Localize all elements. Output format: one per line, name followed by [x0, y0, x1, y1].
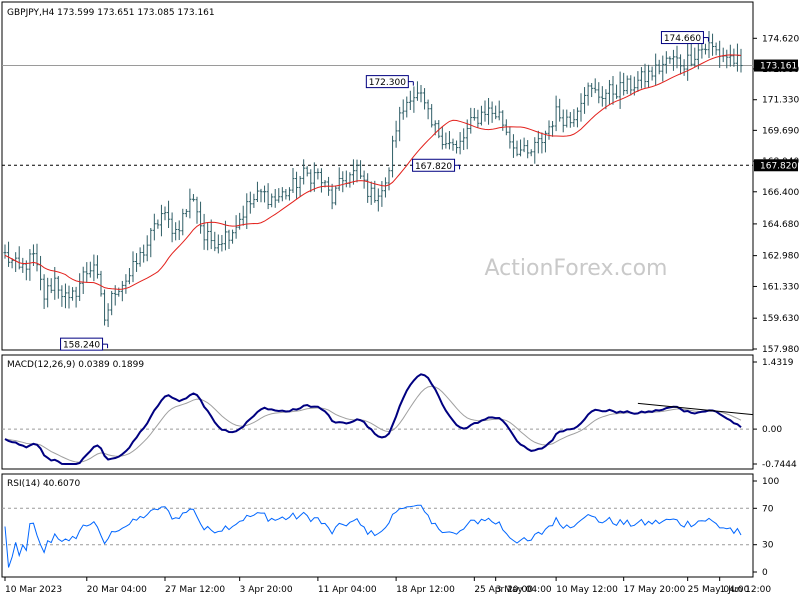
price-tick-label: 174.620 [762, 34, 799, 44]
price-bars [3, 31, 743, 328]
level-label: 167.820 [760, 161, 797, 171]
time-axis: 10 Mar 2023 20 Mar 04:00 27 Mar 12:00 3 Apr… [4, 577, 772, 595]
price-tick-label: 162.980 [762, 252, 799, 262]
rsi-tick-label: 0 [762, 568, 768, 578]
price-tick-label: 161.330 [762, 282, 799, 292]
time-tick-label: 18 Apr 12:00 [396, 585, 455, 595]
price-tick-label: 159.630 [762, 314, 799, 324]
price-panel-frame [1, 1, 754, 351]
price-annotations: 174.660 172.300 167.820 158.240 [60, 31, 709, 351]
time-tick-label: 25 Apr 20:00 [474, 585, 533, 595]
price-tick-label: 166.400 [762, 188, 799, 198]
time-tick-label: 17 May 20:00 [624, 585, 686, 595]
price-header: GBPJPY,H4 173.599 173.651 173.085 173.16… [7, 8, 215, 18]
macd-trendline [637, 402, 754, 416]
price-level-lines: 173.161 167.820 [2, 59, 798, 172]
macd-panel-frame [1, 354, 754, 470]
time-tick-label: 11 Apr 04:00 [318, 585, 377, 595]
time-tick-label: 10 May 12:00 [556, 585, 618, 595]
rsi-tick-label: 100 [762, 477, 779, 487]
rsi-line [4, 504, 742, 568]
annotation-label: 158.240 [63, 341, 100, 351]
annotation-label: 174.660 [664, 34, 701, 44]
time-tick-label: 3 Apr 20:00 [240, 585, 293, 595]
macd-header: MACD(12,26,9) 0.0389 0.1899 [7, 360, 144, 370]
price-tick-label: 164.680 [762, 220, 799, 230]
annotation-label: 172.300 [369, 78, 406, 88]
annotation-box [660, 31, 704, 45]
time-tick-label: 25 May 04:00 [688, 585, 750, 595]
time-tick-label: 27 Mar 12:00 [165, 585, 225, 595]
level-label-box [754, 59, 798, 72]
annotation-label: 167.820 [415, 162, 452, 172]
macd-signal-line [4, 385, 742, 463]
macd-main-line [4, 373, 742, 465]
rsi-indicator: 100 70 30 0 [2, 477, 779, 578]
time-tick-label: 10 Mar 2023 [5, 585, 62, 595]
macd-indicator: 1.4319 0.00 -0.7444 [2, 358, 797, 470]
time-tick-label: 1 Jun 12:00 [720, 585, 772, 595]
time-tick-label: 3 May 04:00 [496, 585, 552, 595]
rsi-tick-label: 30 [762, 541, 774, 551]
time-tick-label: 20 Mar 04:00 [87, 585, 147, 595]
level-label: 173.161 [760, 62, 797, 72]
macd-tick-label: 0.00 [762, 425, 782, 435]
level-label-box [754, 159, 798, 172]
annotation-box [365, 75, 409, 89]
annotation-box [412, 158, 456, 172]
moving-average [4, 54, 742, 290]
rsi-tick-label: 70 [762, 504, 774, 514]
price-tick-label: 169.690 [762, 126, 799, 136]
price-tick-label: 157.980 [762, 345, 799, 355]
macd-tick-label: -0.7444 [762, 460, 797, 470]
annotation-box [60, 337, 104, 351]
price-tick-label: 171.330 [762, 96, 799, 106]
rsi-header: RSI(14) 40.6070 [7, 479, 80, 489]
rsi-panel-frame [1, 473, 754, 578]
moving-average-line [4, 54, 742, 290]
macd-tick-label: 1.4319 [762, 358, 794, 368]
watermark: ActionForex.com [485, 256, 668, 281]
